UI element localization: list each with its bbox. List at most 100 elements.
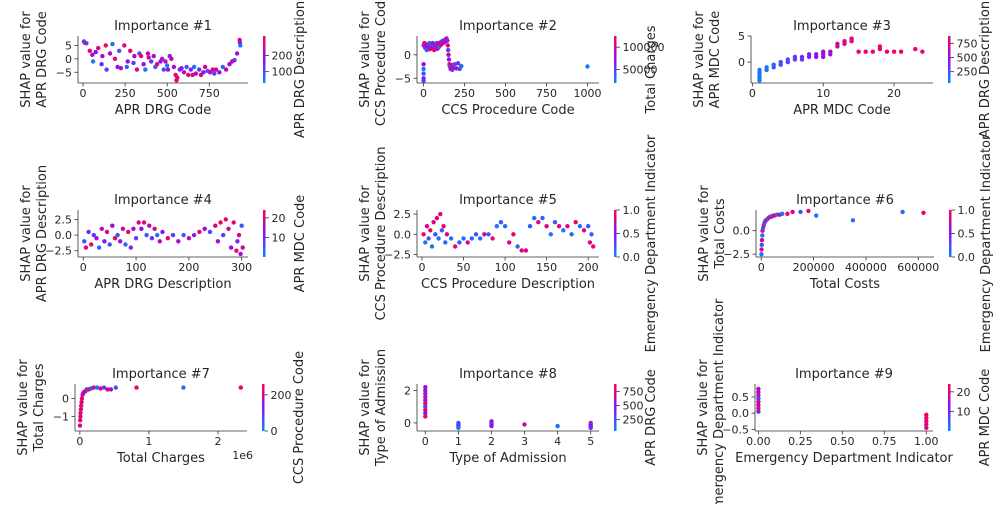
colorbar-tick-label: 100: [272, 66, 293, 79]
x-tick-label: 2: [214, 435, 221, 448]
data-point: [756, 406, 761, 411]
y-tick-label: −5: [395, 72, 411, 85]
data-point: [421, 71, 426, 76]
data-point: [79, 403, 84, 408]
data-point: [556, 224, 562, 229]
data-point: [455, 61, 461, 66]
data-point: [193, 71, 198, 76]
data-point: [202, 64, 208, 70]
data-point: [759, 242, 764, 247]
data-point: [128, 48, 133, 53]
subplot-5: Importance #5 0 50 100 150 200 −2.5 0.0 2.5 CCS P…: [358, 134, 659, 352]
data-point: [220, 64, 225, 70]
data-point: [424, 224, 430, 229]
data-point: [96, 45, 101, 51]
subplot-title: Importance #9: [795, 367, 893, 382]
x-tick-label: 5: [587, 435, 594, 448]
data-point: [586, 224, 591, 229]
data-point: [785, 211, 790, 216]
data-point: [478, 236, 483, 241]
data-point: [759, 237, 765, 243]
data-point: [759, 247, 764, 252]
data-point: [126, 229, 131, 235]
data-point: [118, 239, 123, 244]
data-point: [494, 224, 499, 229]
y-tick-label: −0.5: [722, 423, 749, 436]
y-tick-label: 0.0: [394, 228, 412, 241]
x-axis-label: Total Costs: [809, 277, 880, 292]
data-point: [96, 245, 102, 250]
data-point: [814, 52, 819, 57]
subplot-2: Importance #2 0 250 500 750 1000 −5 0 CCS Proced…: [358, 0, 665, 126]
data-point: [99, 61, 104, 67]
data-point: [90, 52, 95, 57]
data-point: [215, 239, 221, 244]
data-point: [138, 53, 144, 59]
data-point: [181, 385, 186, 390]
data-point: [490, 236, 495, 241]
y-axis-label-line-1: SHAP value for: [696, 359, 711, 456]
data-point: [91, 385, 96, 390]
subplot-title: Importance #4: [114, 193, 212, 208]
y-tick-label: 2.5: [55, 213, 73, 226]
data-point: [821, 49, 826, 54]
data-point: [94, 385, 100, 390]
data-point: [89, 242, 94, 247]
data-point: [439, 228, 445, 233]
data-point: [169, 56, 174, 61]
colorbar: [948, 384, 951, 431]
data-point: [212, 71, 217, 76]
data-point: [217, 70, 222, 75]
data-point: [421, 61, 426, 67]
data-point: [573, 220, 578, 225]
data-point: [446, 57, 452, 62]
data-point: [171, 64, 177, 70]
colorbar-label: APR MDC Code: [293, 195, 308, 293]
data-point: [790, 209, 795, 215]
data-point: [527, 224, 533, 229]
data-point: [235, 239, 240, 244]
x-tick-label: 750: [199, 87, 220, 100]
scatter-points: [77, 385, 243, 428]
colorbar-tick-label: 750: [957, 37, 978, 50]
colorbar-tick-label: 20: [272, 212, 286, 225]
data-point: [423, 391, 428, 396]
data-point: [110, 41, 115, 47]
data-point: [128, 245, 133, 250]
data-point: [152, 226, 157, 231]
data-point: [139, 226, 144, 231]
data-point: [160, 229, 165, 235]
data-point: [806, 208, 811, 214]
colorbar-label: APR DRG Description: [978, 1, 993, 138]
y-tick-label: 0.0: [55, 229, 73, 242]
y-axis-label-line-1: SHAP value for: [16, 359, 31, 456]
data-point: [163, 59, 168, 64]
y-tick-label: 0.0: [733, 225, 751, 238]
data-point: [124, 64, 129, 70]
data-point: [536, 220, 541, 225]
data-point: [482, 232, 487, 237]
data-point: [585, 64, 590, 69]
data-point: [924, 422, 929, 427]
data-point: [569, 232, 574, 237]
y-axis-label-line-2: CCS Procedure Code: [374, 0, 389, 126]
x-tick-label: 0.50: [830, 435, 855, 448]
x-tick-label: 1.00: [914, 435, 939, 448]
data-point: [445, 38, 450, 43]
data-point: [181, 232, 186, 238]
x-tick-label: 50: [457, 261, 471, 274]
data-point: [423, 394, 428, 400]
data-point: [884, 49, 890, 54]
data-point: [591, 244, 596, 249]
data-point: [507, 240, 512, 245]
data-point: [870, 49, 875, 54]
x-tick-label: 1000: [574, 87, 602, 100]
x-tick-label: 100: [495, 261, 516, 274]
data-point: [234, 51, 240, 56]
data-point: [900, 209, 905, 215]
x-axis-label: CCS Procedure Code: [441, 103, 574, 118]
data-point: [191, 232, 197, 238]
data-point: [112, 236, 118, 241]
data-point: [120, 226, 126, 231]
data-point: [151, 53, 156, 59]
